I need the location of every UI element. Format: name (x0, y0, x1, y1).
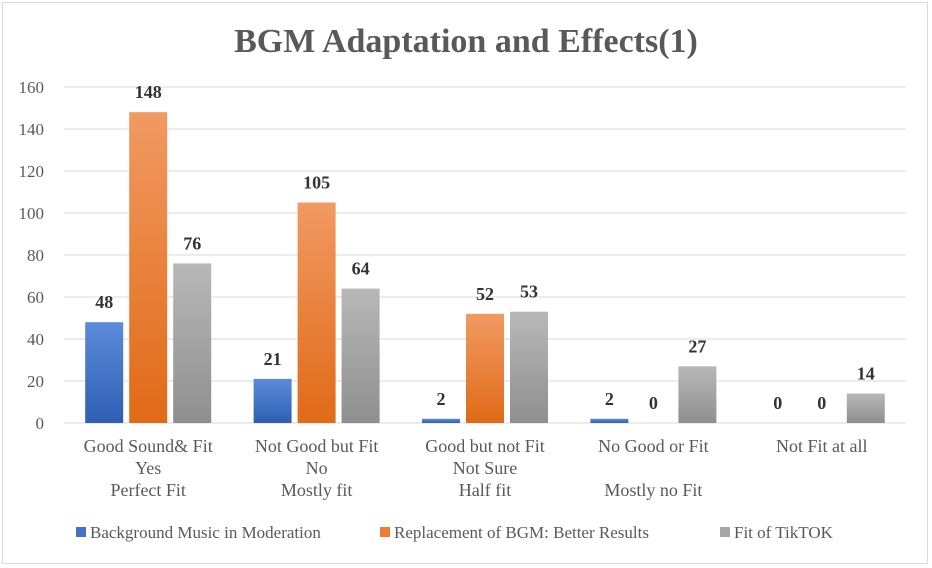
x-category-label: Perfect Fit (110, 480, 185, 500)
bar (129, 112, 168, 423)
data-label: 64 (352, 259, 370, 279)
legend-swatch (720, 527, 730, 537)
data-label: 0 (649, 393, 658, 413)
bar (173, 263, 212, 423)
x-category-label: Half fit (459, 480, 511, 500)
x-category-label: No (306, 458, 328, 478)
y-tick-label: 80 (27, 246, 44, 265)
data-label: 0 (773, 393, 782, 413)
legend-label: Replacement of BGM: Better Results (394, 523, 649, 542)
data-label: 0 (817, 393, 826, 413)
x-category-label: Mostly no Fit (604, 480, 702, 500)
data-label: 48 (95, 292, 113, 312)
bar (85, 322, 124, 423)
legend-swatch (76, 527, 86, 537)
y-tick-label: 100 (19, 204, 45, 223)
y-tick-label: 40 (27, 330, 44, 349)
data-label: 2 (605, 389, 614, 409)
bar (466, 313, 504, 423)
bar (510, 311, 548, 423)
legend-label: Fit of TikTOK (734, 523, 834, 542)
data-label: 105 (303, 173, 330, 193)
legend-swatch (380, 527, 390, 537)
bar (341, 288, 380, 423)
x-category-label: No Good or Fit (598, 436, 709, 456)
x-category-label: Yes (135, 458, 161, 478)
y-tick-label: 0 (36, 414, 45, 433)
x-category-label: Good but not Fit (425, 436, 545, 456)
y-tick-label: 20 (27, 372, 44, 391)
bar (297, 202, 336, 423)
bar (846, 393, 885, 423)
bar (253, 378, 292, 423)
data-label: 52 (476, 284, 494, 304)
x-category-label: Not Good but Fit (255, 436, 379, 456)
x-category-label: Not Sure (453, 458, 518, 478)
y-tick-label: 160 (19, 78, 45, 97)
data-label: 21 (264, 349, 282, 369)
bar (422, 418, 460, 423)
data-label: 53 (520, 282, 538, 302)
data-label: 2 (437, 389, 446, 409)
chart-title: BGM Adaptation and Effects(1) (234, 23, 698, 60)
y-tick-label: 120 (19, 162, 45, 181)
bar (678, 366, 717, 423)
bar (590, 418, 629, 423)
x-category-label: Good Sound& Fit (84, 436, 213, 456)
y-tick-label: 140 (19, 120, 45, 139)
data-label: 14 (857, 364, 875, 384)
x-category-label: Not Fit at all (776, 436, 868, 456)
data-label: 76 (183, 233, 201, 253)
data-label: 27 (688, 336, 706, 356)
y-tick-label: 60 (27, 288, 44, 307)
legend-label: Background Music in Moderation (90, 523, 321, 542)
x-category-label: Mostly fit (281, 480, 353, 500)
data-label: 148 (135, 82, 162, 102)
